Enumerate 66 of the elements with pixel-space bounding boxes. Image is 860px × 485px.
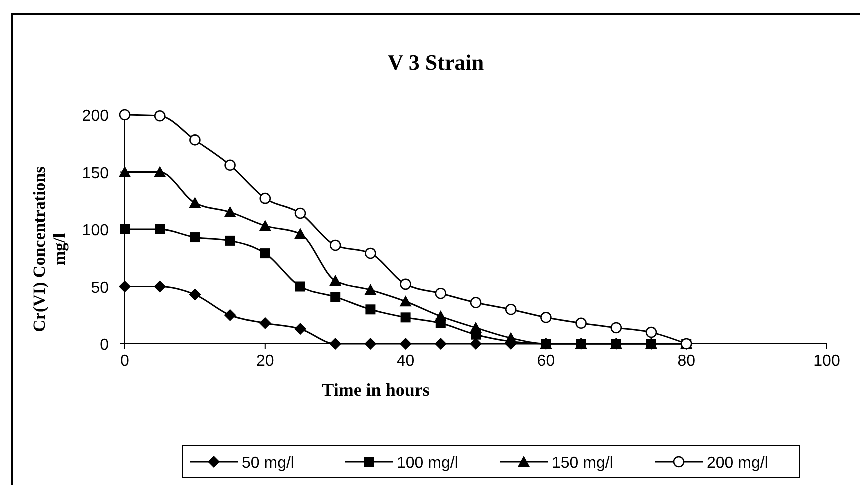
y-tick-label: 150 (82, 165, 110, 182)
point (576, 318, 587, 330)
point (294, 323, 306, 336)
point (259, 317, 272, 330)
point (120, 224, 130, 234)
y-tick-label: 200 (82, 108, 110, 125)
point (224, 160, 236, 172)
y-axis-title: Cr(VI) Concentrations mg/l (30, 166, 69, 332)
point (434, 310, 447, 322)
point (505, 304, 517, 316)
x-tick-label: 80 (678, 353, 696, 370)
point (154, 110, 166, 122)
point (470, 322, 482, 333)
x-tick-label: 40 (396, 353, 415, 370)
point (330, 240, 342, 252)
point (470, 338, 482, 350)
point (259, 220, 272, 232)
point (294, 228, 306, 240)
point (260, 248, 270, 259)
chart-title: V 3 Strain (388, 50, 484, 75)
point (119, 109, 131, 121)
point (435, 288, 447, 300)
x-tick-label: 0 (120, 353, 130, 370)
point (294, 208, 306, 220)
point (330, 292, 341, 302)
point (646, 326, 658, 338)
legend-label: 100 mg/l (397, 455, 458, 472)
point (260, 192, 272, 204)
point (190, 232, 200, 243)
point (366, 304, 376, 315)
x-tick-label: 60 (537, 353, 556, 370)
point (365, 248, 376, 260)
point (400, 296, 412, 307)
point (400, 312, 411, 323)
point (225, 236, 236, 246)
point (434, 338, 447, 350)
point (296, 282, 306, 292)
point (610, 322, 622, 334)
y-tick-label: 100 (82, 222, 110, 240)
legend-label: 200 mg/l (707, 455, 768, 472)
point (189, 197, 202, 208)
x-tick-label: 20 (256, 353, 274, 370)
point (505, 332, 518, 344)
legend-label: 50 mg/l (242, 455, 294, 472)
point (400, 278, 412, 290)
point (330, 275, 342, 286)
legend-label: 150 mg/l (552, 455, 614, 472)
point (224, 206, 236, 218)
point (224, 309, 236, 322)
point (190, 134, 201, 146)
x-axis-title: Time in hours (322, 380, 430, 400)
y-tick-label: 50 (91, 280, 110, 297)
point (189, 288, 202, 301)
point (330, 338, 342, 350)
point (155, 224, 166, 234)
point (119, 280, 131, 293)
point (470, 297, 482, 308)
point (154, 280, 166, 293)
point (364, 284, 377, 296)
x-tick-label: 100 (814, 353, 840, 370)
point (154, 166, 166, 178)
point (364, 338, 377, 350)
point (540, 312, 552, 324)
point (119, 166, 131, 178)
point (400, 338, 412, 350)
y-tick-label: 0 (100, 337, 110, 354)
